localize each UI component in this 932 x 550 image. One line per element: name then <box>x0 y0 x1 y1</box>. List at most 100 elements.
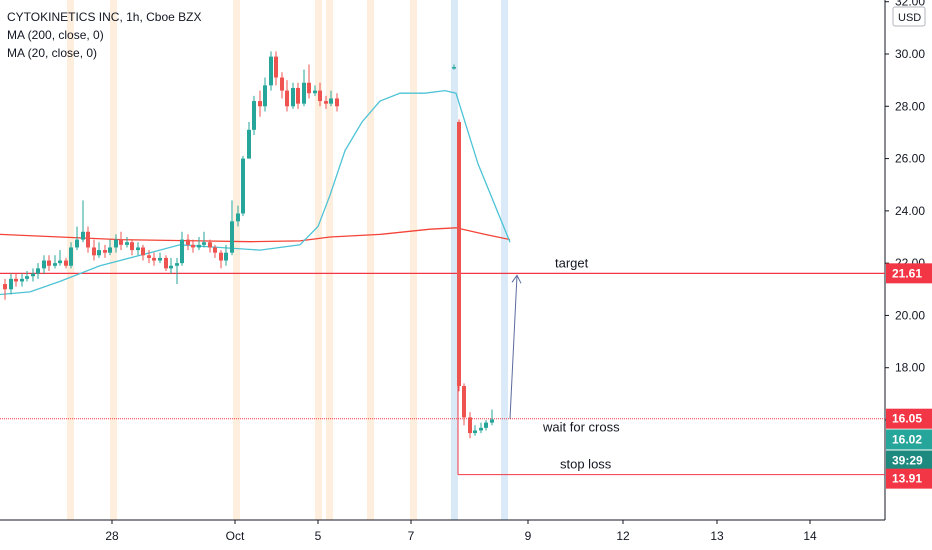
x-tick-label: 12 <box>616 529 630 543</box>
candle <box>42 255 46 274</box>
candle <box>479 422 483 434</box>
candle <box>36 263 40 279</box>
candle <box>169 257 173 274</box>
candle <box>473 425 477 436</box>
candle <box>31 268 35 282</box>
candle-body <box>490 419 494 423</box>
session-highlight-blue <box>501 0 508 520</box>
x-tick-label: 5 <box>315 529 322 543</box>
candle <box>241 155 245 217</box>
candle-body <box>47 260 51 266</box>
candle-body <box>141 247 145 256</box>
candle-body <box>14 278 18 282</box>
candle-body <box>230 221 234 253</box>
candle-body <box>236 213 240 222</box>
candle <box>335 93 339 112</box>
candle-body <box>130 242 134 251</box>
candle-body <box>31 273 35 277</box>
candle <box>230 200 234 256</box>
candle-body <box>302 82 306 104</box>
candle <box>114 234 118 253</box>
candle-body <box>291 87 295 107</box>
candle <box>285 80 289 112</box>
price-label-entry-text: 16.05 <box>892 412 922 426</box>
candle-body <box>108 247 112 253</box>
candle-body <box>473 430 477 434</box>
candle <box>324 95 328 109</box>
level-text-entry: wait for cross <box>542 420 620 435</box>
candle-body <box>136 247 140 251</box>
candle <box>280 72 284 99</box>
candle <box>191 239 195 253</box>
session-highlight <box>233 0 240 520</box>
candle <box>202 231 206 248</box>
candle <box>452 64 456 70</box>
candle-body <box>208 242 212 248</box>
session-highlight <box>315 0 322 520</box>
candle-body <box>296 87 300 104</box>
candle-body <box>462 386 466 418</box>
candle <box>108 239 112 256</box>
x-tick-label: 7 <box>408 529 415 543</box>
candle-body <box>329 98 333 104</box>
candle-body <box>175 263 179 266</box>
candle-body <box>241 158 245 214</box>
candle-body <box>158 257 162 261</box>
candle <box>125 237 129 248</box>
indicator-ma20: MA (20, close, 0) <box>7 46 98 60</box>
price-label-stop-text: 13.91 <box>892 472 922 486</box>
y-tick-label: 32.00 <box>895 0 925 9</box>
candle <box>318 82 322 107</box>
candle-body <box>25 276 29 279</box>
y-tick-label: 26.00 <box>895 152 925 166</box>
currency-label: USD <box>898 12 921 24</box>
candle-body <box>53 263 57 266</box>
candle-body <box>274 56 278 78</box>
candle-body <box>97 250 101 256</box>
candle-body <box>58 260 62 264</box>
candle <box>457 119 461 392</box>
price-label-entry <box>886 408 932 429</box>
x-tick-label: 9 <box>525 529 532 543</box>
candle-body <box>114 239 118 248</box>
candle-body <box>64 260 68 266</box>
candle-body <box>479 427 483 431</box>
candle <box>302 69 306 107</box>
candle-body <box>42 260 46 269</box>
candle-body <box>164 257 168 269</box>
candle <box>462 383 466 426</box>
candle-body <box>318 90 322 102</box>
candle <box>119 231 123 251</box>
candle-body <box>285 90 289 107</box>
candle <box>274 51 278 86</box>
candle-body <box>86 231 90 248</box>
price-label-countdown <box>886 450 932 471</box>
candle <box>25 270 29 282</box>
candle-body <box>280 77 284 91</box>
candle-body <box>180 239 184 264</box>
candle <box>3 278 7 300</box>
candle <box>490 409 494 426</box>
level-text-stop: stop loss <box>560 457 612 472</box>
session-highlight <box>326 0 333 520</box>
candle <box>180 231 184 266</box>
candle-body <box>147 255 151 258</box>
candle-body <box>307 82 311 94</box>
trade-arrow-head <box>511 274 522 284</box>
price-label-current <box>886 429 932 450</box>
candle <box>164 255 168 271</box>
candle-body <box>191 244 195 248</box>
price-label-stop <box>886 468 932 489</box>
candle <box>213 244 217 258</box>
candle-body <box>468 417 472 434</box>
candle-body <box>313 90 317 94</box>
candle-body <box>20 278 24 282</box>
currency-badge <box>892 6 926 27</box>
indicator-ma200: MA (200, close, 0) <box>7 28 104 42</box>
candle <box>9 273 13 295</box>
price-label-target-text: 21.61 <box>892 266 922 280</box>
candle <box>236 205 240 227</box>
y-tick-label: 30.00 <box>895 47 925 61</box>
candle <box>208 239 212 253</box>
